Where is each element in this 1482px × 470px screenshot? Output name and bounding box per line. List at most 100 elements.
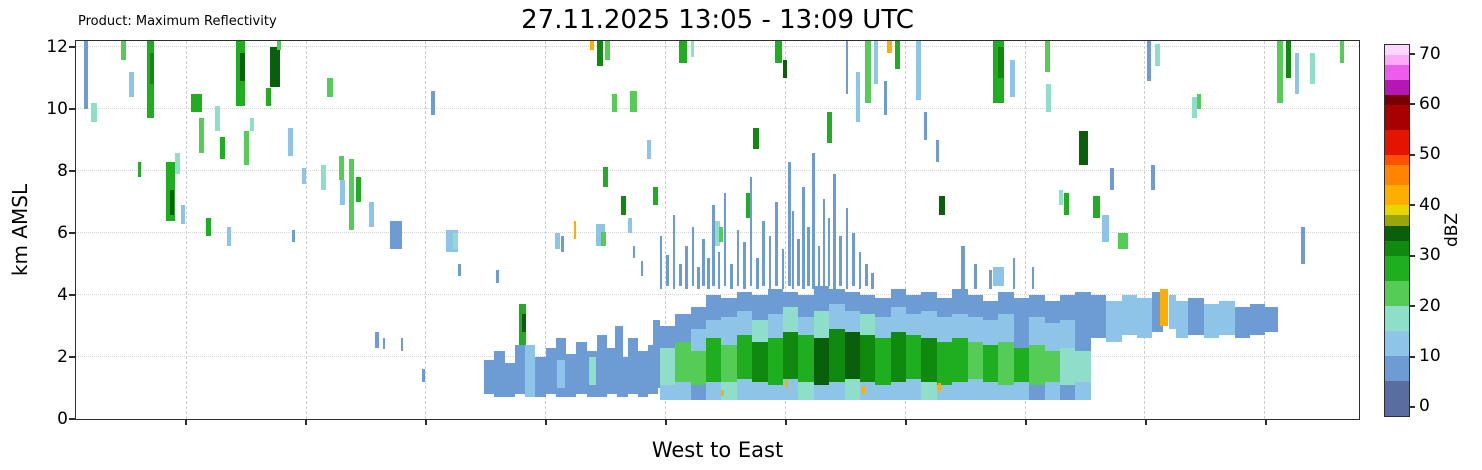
echo-segment bbox=[839, 236, 842, 286]
echo-segment bbox=[1197, 93, 1202, 110]
echo-segment bbox=[1013, 381, 1030, 401]
echo-segment bbox=[768, 236, 772, 289]
echo-segment bbox=[1137, 298, 1153, 339]
echo-segment bbox=[906, 378, 922, 401]
echo-segment bbox=[767, 338, 783, 385]
echo-segment bbox=[712, 205, 715, 286]
echo-segment bbox=[1152, 291, 1163, 333]
echo-segment bbox=[781, 248, 785, 289]
echo-segment bbox=[782, 332, 799, 379]
colorbar-tick-label: 50 bbox=[1419, 144, 1441, 165]
echo-segment bbox=[590, 41, 595, 51]
y-tick-label: 12 bbox=[46, 37, 68, 58]
echo-segment bbox=[939, 195, 945, 215]
echo-segment bbox=[522, 313, 527, 333]
echo-segment bbox=[752, 341, 768, 382]
echo-segment bbox=[721, 344, 737, 382]
echo-segment bbox=[1010, 59, 1016, 97]
echo-segment bbox=[679, 41, 687, 63]
y-tick-mark bbox=[69, 356, 75, 359]
echo-segment bbox=[752, 381, 768, 401]
echo-segment bbox=[844, 291, 860, 311]
colorbar-band bbox=[1385, 240, 1409, 256]
echo-segment bbox=[755, 257, 759, 289]
echo-segment bbox=[617, 357, 628, 398]
echo-segment bbox=[998, 47, 1004, 79]
echo-segment bbox=[696, 267, 700, 289]
echo-segment bbox=[865, 264, 868, 286]
echo-segment bbox=[874, 41, 878, 85]
echo-segment bbox=[1110, 168, 1114, 190]
gridline-vertical bbox=[425, 41, 427, 419]
echo-segment bbox=[646, 140, 651, 159]
echo-segment bbox=[775, 202, 778, 286]
gridline-horizontal bbox=[76, 294, 1359, 296]
echo-segment bbox=[829, 329, 845, 382]
echo-segment bbox=[137, 161, 142, 178]
colorbar-band bbox=[1385, 330, 1409, 356]
echo-segment bbox=[1012, 257, 1016, 289]
echo-segment bbox=[798, 381, 814, 401]
echo-segment bbox=[967, 378, 984, 401]
echo-segment bbox=[791, 211, 795, 289]
echo-segment bbox=[91, 102, 97, 122]
echo-segment bbox=[723, 192, 727, 286]
echo-segment bbox=[921, 381, 937, 401]
echo-segment bbox=[1075, 291, 1091, 314]
colorbar-band bbox=[1385, 255, 1409, 281]
echo-segment bbox=[736, 291, 753, 311]
echo-segment bbox=[785, 378, 789, 389]
echo-segment bbox=[705, 338, 722, 382]
colorbar-band bbox=[1385, 380, 1409, 416]
echo-segment bbox=[952, 381, 968, 401]
echo-segment bbox=[844, 378, 860, 401]
echo-segment bbox=[321, 164, 327, 190]
x-tick-mark bbox=[545, 420, 548, 425]
echo-segment bbox=[967, 341, 984, 379]
echo-segment bbox=[859, 313, 876, 336]
echo-segment bbox=[327, 78, 333, 97]
echo-segment bbox=[749, 177, 753, 286]
echo-segment bbox=[1075, 313, 1091, 351]
echo-segment bbox=[453, 233, 459, 249]
colorbar-band bbox=[1385, 130, 1409, 156]
colorbar-band bbox=[1385, 355, 1409, 381]
echo-segment bbox=[205, 217, 211, 237]
echo-segment bbox=[690, 350, 706, 385]
echo-segment bbox=[743, 242, 746, 289]
echo-segment bbox=[798, 295, 814, 317]
echo-segment bbox=[753, 127, 759, 150]
colorbar-band bbox=[1385, 55, 1409, 66]
echo-segment bbox=[1160, 288, 1168, 327]
colorbar-band bbox=[1385, 305, 1409, 331]
echo-segment bbox=[1192, 96, 1198, 119]
echo-segment bbox=[752, 319, 768, 342]
echo-segment bbox=[504, 363, 515, 398]
echo-segment bbox=[690, 307, 706, 330]
x-tick-mark bbox=[184, 420, 187, 425]
colorbar-tick-mark bbox=[1410, 204, 1415, 207]
echo-segment bbox=[752, 295, 768, 320]
echo-segment bbox=[554, 233, 560, 249]
gridline-vertical bbox=[1024, 41, 1026, 419]
echo-segment bbox=[1063, 192, 1070, 215]
echo-segment bbox=[721, 389, 724, 396]
echo-segment bbox=[191, 93, 202, 113]
echo-segment bbox=[974, 264, 977, 289]
echo-segment bbox=[525, 344, 536, 398]
echo-segment bbox=[128, 72, 134, 97]
echo-segment bbox=[775, 41, 782, 63]
y-tick-label: 0 bbox=[57, 409, 68, 429]
echo-segment bbox=[745, 192, 751, 218]
echo-segment bbox=[832, 174, 836, 289]
echo-segment bbox=[1147, 41, 1152, 82]
echo-segment bbox=[1093, 195, 1100, 218]
colorbar-tick-mark bbox=[1410, 103, 1415, 106]
echo-segment bbox=[983, 381, 999, 401]
y-tick-mark bbox=[69, 418, 75, 420]
echo-segment bbox=[301, 168, 306, 184]
echo-segment bbox=[767, 313, 783, 339]
gridline-vertical bbox=[784, 41, 786, 419]
echo-segment bbox=[894, 41, 900, 69]
echo-segment bbox=[659, 347, 676, 385]
